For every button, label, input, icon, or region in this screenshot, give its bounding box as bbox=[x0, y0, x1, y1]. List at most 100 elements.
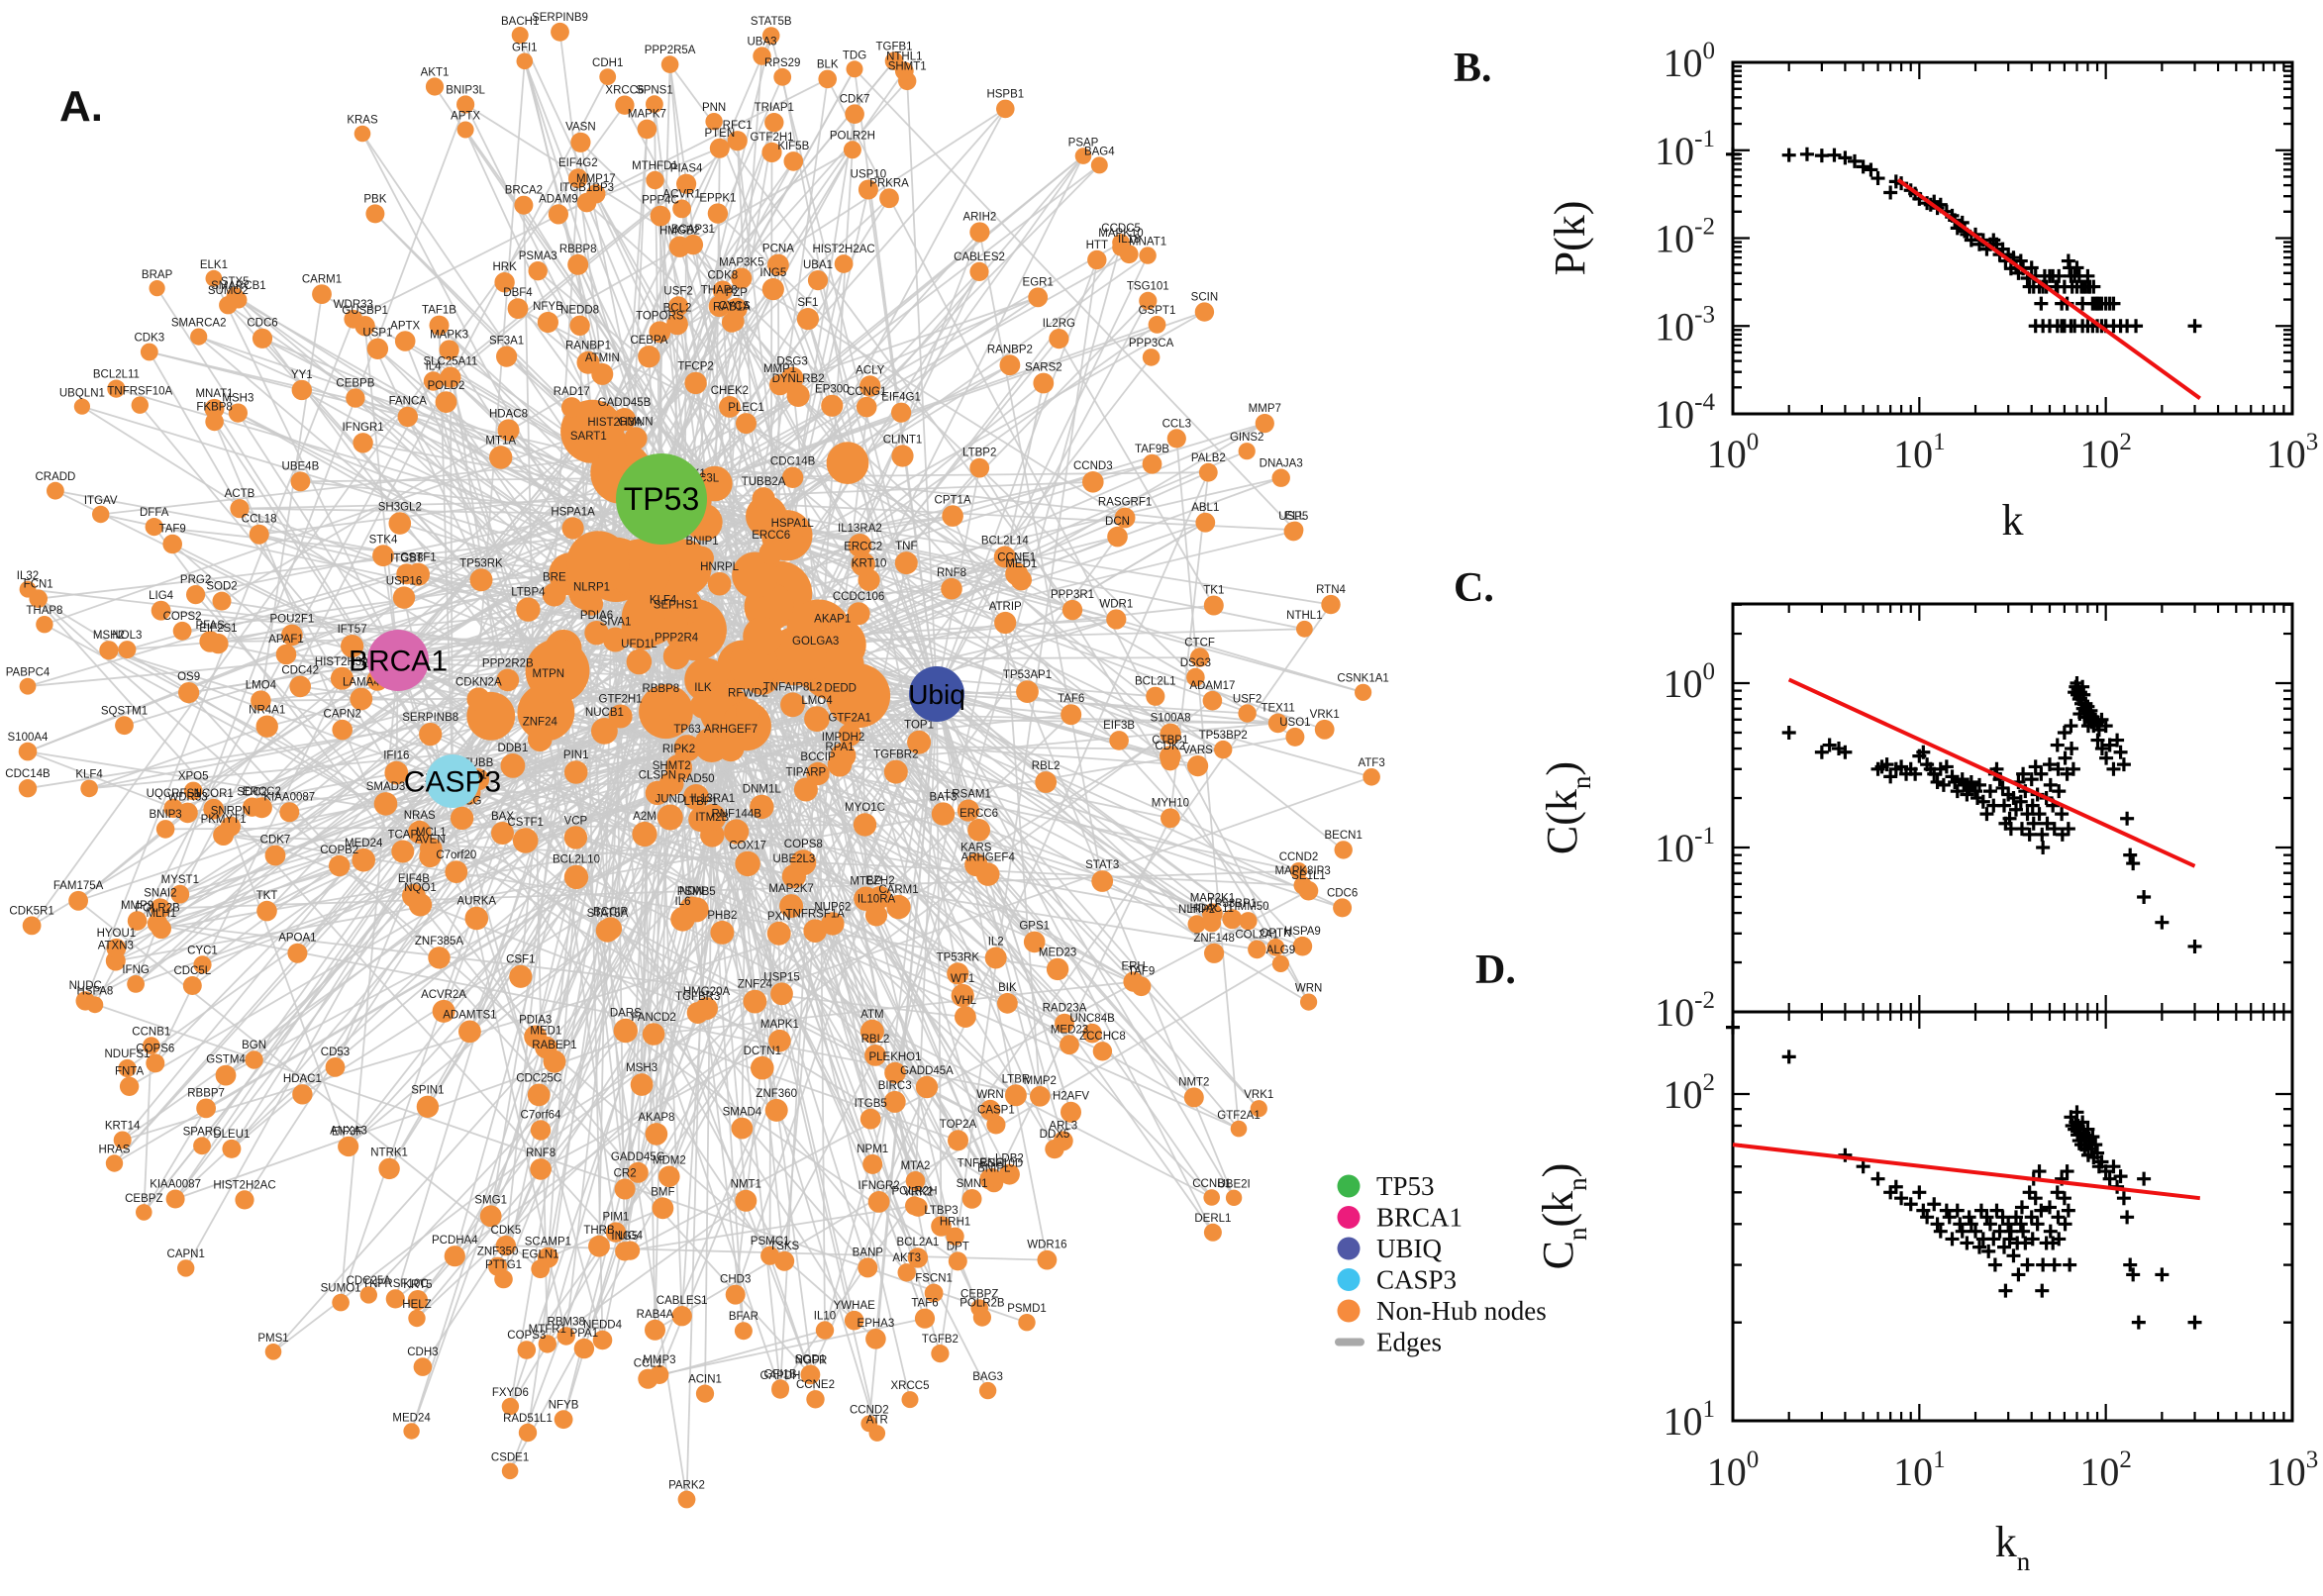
scatter-point bbox=[1894, 759, 1909, 774]
network-node-label: RPS29 bbox=[764, 57, 800, 69]
network-edge bbox=[913, 693, 938, 1206]
network-node bbox=[567, 253, 589, 275]
network-node bbox=[556, 1327, 575, 1346]
network-node bbox=[931, 1216, 952, 1237]
network-node-label: PSAP bbox=[1068, 137, 1099, 149]
network-node-label: NTHL1 bbox=[1286, 610, 1322, 622]
network-edge bbox=[647, 693, 938, 1380]
network-node bbox=[783, 151, 804, 171]
network-node-label: CLSPN bbox=[639, 770, 676, 782]
network-edge bbox=[867, 189, 938, 695]
network-node bbox=[332, 719, 354, 741]
network-edge bbox=[660, 498, 1120, 742]
network-edge bbox=[213, 421, 454, 782]
network-node-label: RBM38 bbox=[548, 1316, 585, 1328]
network-edge bbox=[778, 270, 980, 595]
panel-c-plot: 100 10-1 10-2 C(kn​) bbox=[1538, 602, 2294, 1035]
scatter-point bbox=[2066, 761, 2080, 776]
network-node bbox=[672, 199, 691, 219]
network-node-label: NDN bbox=[679, 886, 704, 898]
network-node bbox=[676, 173, 697, 194]
network-node-label: DSG3 bbox=[776, 356, 807, 368]
network-node-label: BRAP bbox=[142, 269, 173, 281]
network-node bbox=[780, 692, 805, 718]
scatter-point bbox=[2094, 1154, 2109, 1169]
network-node bbox=[894, 61, 914, 81]
network-node-label: RAB1A bbox=[713, 302, 751, 314]
scatter-point bbox=[2080, 1122, 2095, 1137]
network-node bbox=[663, 610, 688, 635]
network-node bbox=[435, 391, 457, 413]
network-edge bbox=[363, 326, 399, 661]
network-node-label: KIF5B bbox=[777, 141, 809, 152]
network-node bbox=[1255, 414, 1274, 434]
network-node-label: SUMO2 bbox=[208, 285, 249, 297]
network-node bbox=[140, 343, 158, 361]
network-node-label: HELZ bbox=[402, 1299, 431, 1311]
network-node bbox=[1183, 1087, 1204, 1108]
legend-item-brca1: BRCA1 bbox=[1337, 1203, 1463, 1233]
network-node-label: DBF4 bbox=[503, 287, 533, 299]
network-node-label: HTT bbox=[1086, 240, 1108, 251]
network-node bbox=[707, 203, 729, 224]
scatter-point bbox=[1894, 1191, 1909, 1206]
network-node-label: TK1 bbox=[1203, 585, 1224, 597]
scatter-point bbox=[1908, 766, 1923, 781]
network-node bbox=[1189, 648, 1210, 667]
network-node bbox=[1250, 1100, 1267, 1118]
network-node bbox=[931, 802, 956, 826]
network-edge bbox=[467, 60, 526, 793]
network-node bbox=[632, 821, 657, 848]
network-edge bbox=[897, 693, 938, 908]
network-edge bbox=[936, 254, 1149, 695]
scatter-point bbox=[2052, 268, 2067, 283]
network-node-label: UBE2L3 bbox=[772, 853, 815, 865]
network-node-label: PARK2 bbox=[668, 1480, 705, 1492]
network-edge bbox=[817, 632, 826, 1331]
scatter-point bbox=[2106, 761, 2121, 776]
x-tick-label: 102 bbox=[2079, 1446, 2132, 1494]
network-node-label: POLD2 bbox=[428, 380, 465, 392]
legend-item-edges: Edges bbox=[1335, 1328, 1442, 1357]
network-node-label: TP53AP1 bbox=[1003, 669, 1052, 681]
network-edge bbox=[548, 1207, 663, 1259]
network-node bbox=[864, 1045, 886, 1066]
scatter-point bbox=[2187, 319, 2202, 334]
scatter-point bbox=[2028, 1191, 2043, 1206]
network-node-label: TNFRSF1A bbox=[785, 908, 845, 920]
network-node-label: A2M bbox=[633, 811, 656, 823]
scatter-point bbox=[1883, 769, 1898, 784]
scatter-point bbox=[2047, 822, 2062, 837]
network-edge bbox=[623, 1172, 640, 1251]
network-node bbox=[528, 261, 548, 281]
network-node bbox=[560, 397, 582, 418]
network-node-label: RANBP2 bbox=[987, 344, 1033, 355]
scatter-point bbox=[1933, 1224, 1948, 1239]
network-node bbox=[907, 1247, 929, 1268]
network-node-label: DNM1L bbox=[743, 784, 782, 796]
network-node bbox=[961, 1189, 982, 1209]
x-axis-title: kn​ bbox=[1995, 1518, 2031, 1576]
network-edge bbox=[705, 678, 1213, 1199]
network-node-label: PTEN bbox=[704, 128, 735, 140]
network-node bbox=[997, 992, 1018, 1014]
hub-label-tp53: TP53 bbox=[624, 481, 699, 517]
network-node-label: PPP2R5A bbox=[645, 45, 696, 56]
network-node-label: UFD1L bbox=[621, 639, 657, 650]
network-node bbox=[1230, 1120, 1248, 1138]
network-node-label: LMO4 bbox=[246, 679, 277, 691]
network-node-label: UBA3 bbox=[747, 36, 776, 48]
network-node bbox=[1060, 1035, 1079, 1055]
network-edge bbox=[1004, 622, 1042, 1097]
network-node-label: CLINT1 bbox=[883, 434, 923, 446]
scatter-point bbox=[2040, 816, 2055, 831]
network-node-label: MED23 bbox=[1039, 948, 1076, 959]
network-node bbox=[865, 1329, 886, 1349]
network-node bbox=[384, 760, 409, 785]
network-node-label: IL2 bbox=[988, 936, 1004, 948]
network-node-label: COX17 bbox=[729, 841, 766, 852]
x-tick-label: 102 bbox=[2079, 429, 2132, 476]
scatter-point bbox=[1969, 1224, 1983, 1239]
network-node-label: PSMC1 bbox=[751, 1236, 790, 1247]
network-node bbox=[774, 1250, 795, 1271]
